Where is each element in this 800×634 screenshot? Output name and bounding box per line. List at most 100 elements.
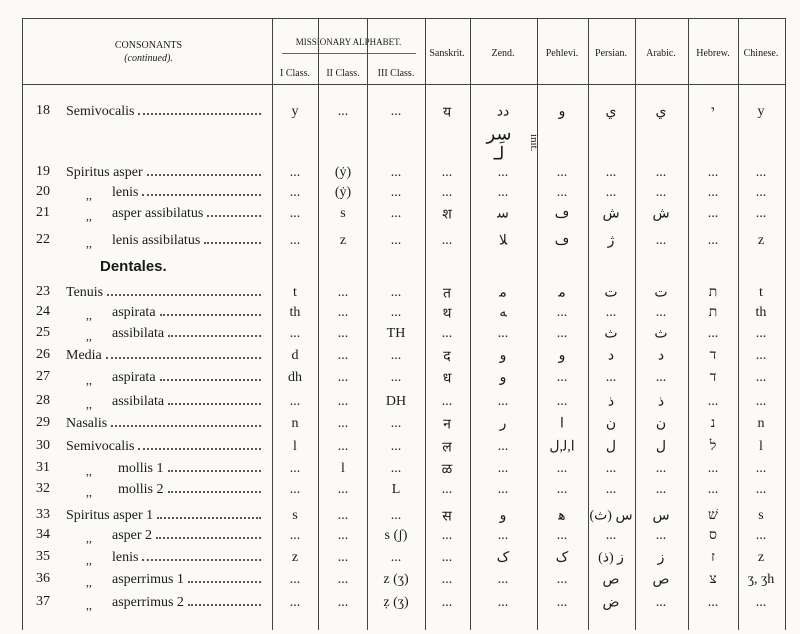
cell: ي [605,104,617,120]
cell: ﺭ [499,416,507,432]
cell: ... [337,508,349,523]
label-text: mollis 1 [118,461,164,476]
cell: ... [655,185,667,200]
cell: ... [390,165,402,180]
leader [111,425,261,427]
cell: ... [289,185,301,200]
cell: s [758,508,764,523]
cell: ... [556,165,568,180]
cell: ... [390,104,402,119]
cell: स [442,509,452,525]
row-number: 25 [36,325,50,340]
cell: ... [605,461,617,476]
label-text: asperrimus 1 [112,572,184,587]
cell: ẓ (ʒ) [383,595,409,610]
row-label: Semivocalis [66,104,265,120]
cell: ش [652,206,670,222]
cell: dh [288,370,302,385]
cell: ﻫ [558,508,566,524]
column-header: III Class. [377,68,415,79]
cell: ... [755,185,767,200]
cell: ... [605,305,617,320]
column-header: Hebrew. [696,48,730,59]
label-text: asperrimus 2 [112,595,184,610]
ditto: ,, [86,485,92,499]
cell: ד [709,370,717,385]
cell: ... [655,528,667,543]
ditto: ,, [86,531,92,545]
cell: ... [755,595,767,610]
column-header: Persian. [595,48,627,59]
row-number: 28 [36,393,50,408]
leader [168,403,261,405]
cell: ... [556,326,568,341]
cell: ... [390,508,402,523]
cell: DH [385,394,407,409]
zend-extra: سِر [486,123,512,144]
cell: س (ث) [589,508,633,524]
cell: ... [441,595,453,610]
cell: ... [337,305,349,320]
ditto: ,, [86,464,92,478]
cell: ... [337,348,349,363]
row-number: 35 [36,549,50,564]
cell: ن [655,416,667,432]
header-subtitle: (continued). [124,53,173,64]
cell: ص [602,572,620,588]
cell: l [759,439,763,454]
cell: ... [390,185,402,200]
cell: t [759,285,763,300]
cell: d [291,348,299,363]
leader [142,559,261,561]
cell: ﮎ [555,550,569,566]
cell: ... [289,206,301,221]
cell: ... [556,305,568,320]
cell: ... [707,206,719,221]
row-label: asperrimus 1 [112,572,265,588]
cell: ʒ, ʒh [747,572,775,587]
cell: z [339,233,347,248]
cell: s [292,508,298,523]
row-number: 23 [36,284,50,299]
row-label: lenis [112,185,265,201]
cell: ... [289,165,301,180]
cell: ל [709,439,717,454]
row-label: aspirata [112,305,265,321]
cell: ث [604,326,618,342]
brace [282,53,416,54]
row-label: Spiritus asper [66,165,265,181]
cell: ذ [657,394,665,410]
cell: ت [654,285,668,301]
cell: ث [654,326,668,342]
label-text: lenis [112,185,139,200]
cell: ... [337,394,349,409]
zend-extra: ﻟـ [493,143,505,164]
cell: ... [337,439,349,454]
cell: ... [655,461,667,476]
column-header: II Class. [326,68,360,79]
column-rule [537,18,538,630]
ditto: ,, [86,397,92,411]
leader [207,215,261,217]
cell: ... [707,185,719,200]
label-text: asper 2 [112,528,153,543]
cell: ... [707,233,719,248]
row-label: Spiritus asper 1 [66,508,265,524]
cell: त [443,286,451,302]
cell: ... [655,370,667,385]
cell: ... [390,233,402,248]
leader [107,294,261,296]
cell: ז [711,550,715,565]
cell: ... [390,550,402,565]
cell: ا,ﻟ,ﻝ [549,439,575,455]
label-text: aspirata [112,370,156,385]
cell: ... [556,461,568,476]
cell: थ [442,306,452,322]
note: init. [528,134,540,152]
cell: ... [289,572,301,587]
row-number: 34 [36,527,50,542]
leader [138,448,261,450]
column-rule [588,18,589,630]
row-number: 29 [36,415,50,430]
leader [187,581,261,583]
